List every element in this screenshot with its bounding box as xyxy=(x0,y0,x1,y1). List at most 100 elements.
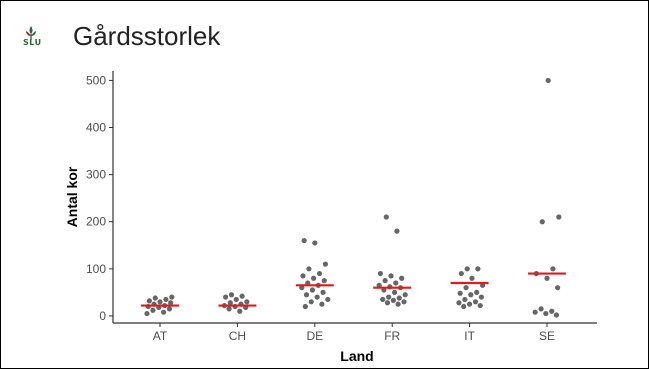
x-tick-label-at: AT xyxy=(153,329,168,343)
data-point-it xyxy=(464,266,470,272)
data-point-ch xyxy=(227,300,233,306)
data-point-se xyxy=(549,308,555,314)
data-point-de xyxy=(320,289,326,295)
data-point-at xyxy=(157,299,163,305)
data-point-se xyxy=(556,214,562,220)
data-point-ch xyxy=(228,292,235,298)
slu-emblem-icon xyxy=(26,26,36,40)
data-point-it xyxy=(457,290,463,296)
data-point-at xyxy=(168,300,174,306)
data-point-fr xyxy=(380,296,386,303)
data-point-se xyxy=(545,77,551,84)
data-point-se xyxy=(550,266,556,272)
data-point-se xyxy=(544,275,550,281)
y-tick-label: 500 xyxy=(86,73,106,87)
y-axis: 0 100 200 300 400 500 xyxy=(86,71,114,323)
y-axis-title: Antal kor xyxy=(64,166,80,227)
data-point-at xyxy=(152,295,158,301)
data-point-ch xyxy=(239,293,245,299)
data-point-de xyxy=(309,287,316,293)
data-point-de xyxy=(312,240,318,246)
x-tick-label-it: IT xyxy=(464,329,475,343)
data-point-fr xyxy=(377,270,383,277)
data-point-it xyxy=(478,294,485,300)
data-point-at xyxy=(144,310,150,317)
data-points xyxy=(144,77,562,318)
data-point-it xyxy=(467,301,473,307)
data-point-de xyxy=(321,278,327,284)
data-point-fr xyxy=(384,300,391,306)
y-tick-label: 0 xyxy=(99,309,106,323)
data-point-it xyxy=(468,292,474,298)
data-point-ch xyxy=(226,306,232,312)
data-point-fr xyxy=(391,289,398,295)
data-point-de xyxy=(303,292,310,298)
data-point-de xyxy=(319,301,325,307)
data-point-it xyxy=(456,300,462,306)
data-point-at xyxy=(160,309,167,315)
data-point-fr xyxy=(399,275,405,281)
data-point-fr xyxy=(388,273,394,279)
x-tick-label-fr: FR xyxy=(384,329,400,343)
data-point-at xyxy=(166,306,173,312)
data-point-it xyxy=(474,289,480,295)
x-axis: AT CH DE FR IT SE xyxy=(113,322,597,343)
data-point-fr xyxy=(402,292,408,298)
data-point-de xyxy=(322,261,329,267)
data-point-ch xyxy=(233,296,239,303)
data-point-fr xyxy=(390,297,396,303)
data-point-it xyxy=(463,285,469,291)
x-axis-title: Land xyxy=(340,348,373,364)
x-tick-label-ch: CH xyxy=(229,329,246,343)
data-point-fr xyxy=(394,228,400,234)
data-point-se xyxy=(532,309,538,315)
data-point-ch xyxy=(244,299,250,305)
data-point-fr xyxy=(396,295,402,301)
data-point-de xyxy=(302,303,308,310)
data-point-se xyxy=(543,310,549,317)
data-point-fr xyxy=(382,278,388,284)
data-point-fr xyxy=(401,299,407,305)
data-point-se xyxy=(538,306,544,312)
data-point-fr xyxy=(393,280,399,286)
median-markers xyxy=(141,272,566,307)
data-point-it xyxy=(475,266,481,272)
data-point-de xyxy=(301,237,307,244)
data-point-de xyxy=(306,266,312,272)
data-point-fr xyxy=(383,214,389,220)
data-point-de xyxy=(308,299,314,305)
data-point-de xyxy=(314,294,320,300)
data-point-de xyxy=(300,273,306,279)
data-point-at xyxy=(146,298,152,304)
data-point-it xyxy=(469,275,475,281)
data-point-it xyxy=(472,299,479,305)
data-point-at xyxy=(150,307,156,313)
data-point-fr xyxy=(395,301,401,307)
slu-logo-icon xyxy=(19,25,51,53)
y-tick-label: 300 xyxy=(86,168,106,182)
data-point-at xyxy=(163,296,169,303)
data-point-se xyxy=(553,312,560,318)
y-tick-label: 200 xyxy=(86,215,106,229)
data-point-se xyxy=(539,219,545,225)
data-point-de xyxy=(325,296,331,303)
x-tick-label-se: SE xyxy=(539,329,555,343)
y-tick-label: 400 xyxy=(86,121,106,135)
data-point-at xyxy=(169,294,175,300)
data-point-fr xyxy=(386,294,392,300)
data-point-it xyxy=(462,296,468,303)
data-point-de xyxy=(316,270,323,277)
data-point-ch xyxy=(222,294,229,300)
data-point-it xyxy=(458,270,464,277)
data-point-de xyxy=(311,275,317,281)
logo-text: SLU xyxy=(23,38,42,47)
data-point-it xyxy=(477,302,483,309)
data-point-se xyxy=(555,285,561,291)
data-point-it xyxy=(461,303,467,310)
data-point-ch xyxy=(237,308,243,314)
slide-title: Gårdsstorlek xyxy=(73,21,221,51)
x-tick-label-de: DE xyxy=(306,329,323,343)
y-tick-label: 100 xyxy=(86,262,106,276)
